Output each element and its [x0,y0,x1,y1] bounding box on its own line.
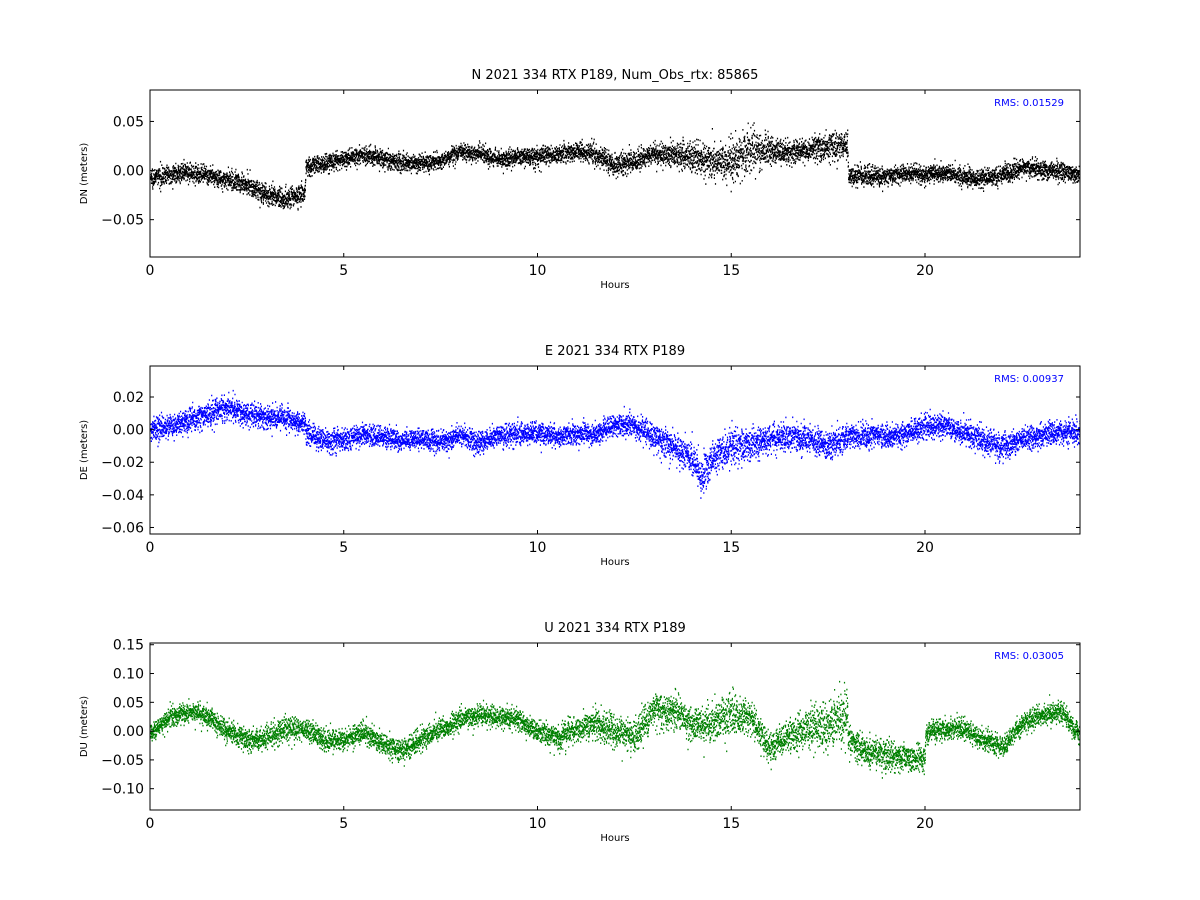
east-xtick-label: 15 [722,540,740,556]
up-ytick-label: −0.10 [101,782,144,798]
east-panel: 0 5 10 15 20 −0.06 −0.04 −0.02 0.00 0.02 E 2021 33… [79,344,1081,568]
up-chart-title: U 2021 334 RTX P189 [544,621,686,636]
up-panel: 0 5 10 15 20 −0.10 −0.05 0.00 0.05 0.10 0.15 U 2021… [79,621,1081,844]
up-x-axis-label: Hours [600,833,629,844]
north-y-axis-label: DN (meters) [79,143,90,205]
up-xtick-label: 0 [146,816,155,832]
north-xtick-label: 10 [529,263,547,279]
up-xtick-label: 15 [722,816,740,832]
north-axes-frame [149,89,1081,258]
east-xtick-label: 10 [529,540,547,556]
up-scatter-series [150,680,1080,779]
north-xtick-label: 15 [722,263,740,279]
north-xtick-label: 5 [339,263,348,279]
east-ytick-label: −0.06 [101,520,144,536]
north-ytick-label: −0.05 [101,213,144,229]
east-ytick-label: −0.02 [101,455,144,471]
up-data-points [150,680,1080,779]
up-ytick-label: 0.00 [113,724,144,740]
east-xtick-label: 0 [146,540,155,556]
east-ytick-label: −0.04 [101,488,144,504]
up-ytick-label: 0.15 [113,638,144,654]
up-y-axis-label: DU (meters) [79,696,90,757]
up-ytick-label: 0.10 [113,667,144,683]
east-scatter-series [150,389,1080,499]
up-xtick-label: 20 [916,816,934,832]
north-ytick-label: 0.00 [113,164,144,180]
up-axes-frame [149,642,1081,811]
north-xtick-label: 20 [916,263,934,279]
north-scatter-series [150,122,1080,211]
east-xtick-label: 20 [916,540,934,556]
east-ytick-label: 0.00 [113,423,144,439]
east-chart-title: E 2021 334 RTX P189 [545,344,685,359]
east-xtick-label: 5 [339,540,348,556]
north-panel: 0 5 10 15 20 −0.05 0.00 0.05 N 2021 334 RTX P189… [79,68,1081,291]
north-ytick-label: 0.05 [113,114,144,130]
east-y-axis-label: DE (meters) [79,420,90,480]
north-x-axis-label: Hours [600,280,629,291]
up-xtick-label: 5 [339,816,348,832]
up-ytick-label: −0.05 [101,753,144,769]
up-xtick-label: 10 [529,816,547,832]
east-ytick-label: 0.02 [113,390,144,406]
up-rms-annotation: RMS: 0.03005 [994,651,1064,662]
north-rms-annotation: RMS: 0.01529 [994,98,1064,109]
east-rms-annotation: RMS: 0.00937 [994,374,1064,385]
north-data-points [150,122,1080,211]
east-axes-frame [149,365,1081,535]
north-chart-title: N 2021 334 RTX P189, Num_Obs_rtx: 85865 [472,68,759,83]
north-xtick-label: 0 [146,263,155,279]
east-x-axis-label: Hours [600,557,629,568]
up-ytick-label: 0.05 [113,695,144,711]
east-data-points [150,389,1080,499]
